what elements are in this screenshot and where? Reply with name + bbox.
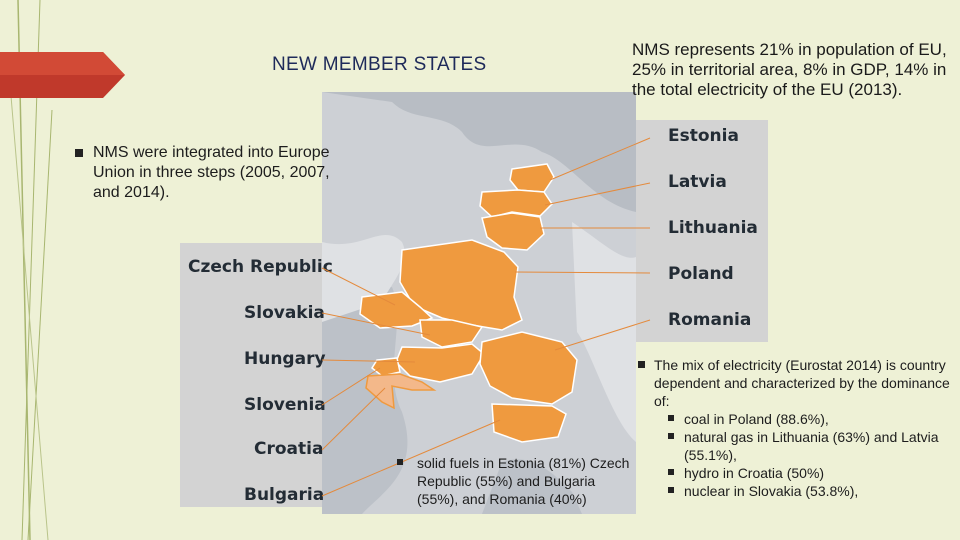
electricity-mix-bullet: The mix of electricity (Eurostat 2014) i… bbox=[638, 356, 954, 500]
label-latvia: Latvia bbox=[668, 172, 727, 192]
list-item: hydro in Croatia (50%) bbox=[668, 464, 954, 482]
label-czech-republic: Czech Republic bbox=[188, 257, 333, 277]
mix-item-text: hydro in Croatia (50%) bbox=[684, 465, 825, 481]
right-label-panel: Estonia Latvia Lithuania Poland Romania bbox=[636, 120, 768, 342]
label-hungary: Hungary bbox=[244, 349, 326, 369]
left-label-panel: Czech Republic Slovakia Hungary Slovenia… bbox=[180, 243, 333, 507]
label-lithuania: Lithuania bbox=[668, 218, 758, 238]
label-croatia: Croatia bbox=[254, 439, 324, 459]
bullet-icon bbox=[75, 149, 83, 157]
bullet-icon bbox=[668, 415, 674, 421]
label-poland: Poland bbox=[668, 264, 734, 284]
label-bulgaria: Bulgaria bbox=[244, 485, 325, 505]
europe-map bbox=[322, 92, 636, 514]
mix-item-text: coal in Poland (88.6%), bbox=[684, 411, 829, 427]
bullet-icon bbox=[668, 433, 674, 439]
list-item: nuclear in Slovakia (53.8%), bbox=[668, 482, 954, 500]
bullet-icon bbox=[668, 469, 674, 475]
fuels-bullet: solid fuels in Estonia (81%) Czech Repub… bbox=[397, 454, 637, 508]
label-romania: Romania bbox=[668, 310, 752, 330]
title-arrow-tab bbox=[0, 52, 125, 98]
bullet-icon bbox=[668, 487, 674, 493]
label-estonia: Estonia bbox=[668, 126, 739, 146]
list-item: natural gas in Lithuania (63%) and Latvi… bbox=[668, 428, 954, 464]
fuels-text: solid fuels in Estonia (81%) Czech Repub… bbox=[417, 455, 630, 507]
mix-intro-text: The mix of electricity (Eurostat 2014) i… bbox=[654, 357, 950, 409]
mix-item-text: natural gas in Lithuania (63%) and Latvi… bbox=[684, 429, 939, 463]
label-slovenia: Slovenia bbox=[244, 395, 326, 415]
mix-item-text: nuclear in Slovakia (53.8%), bbox=[684, 483, 859, 499]
steps-text: NMS were integrated into Europe Union in… bbox=[93, 144, 330, 201]
slide-title: NEW MEMBER STATES bbox=[272, 54, 487, 75]
steps-bullet: NMS were integrated into Europe Union in… bbox=[75, 143, 335, 203]
bullet-icon bbox=[397, 459, 403, 465]
bullet-icon bbox=[638, 361, 645, 368]
list-item: coal in Poland (88.6%), bbox=[668, 410, 954, 428]
label-slovakia: Slovakia bbox=[244, 303, 325, 323]
stats-text: NMS represents 21% in population of EU, … bbox=[632, 40, 947, 99]
mix-list: coal in Poland (88.6%), natural gas in L… bbox=[638, 410, 954, 500]
